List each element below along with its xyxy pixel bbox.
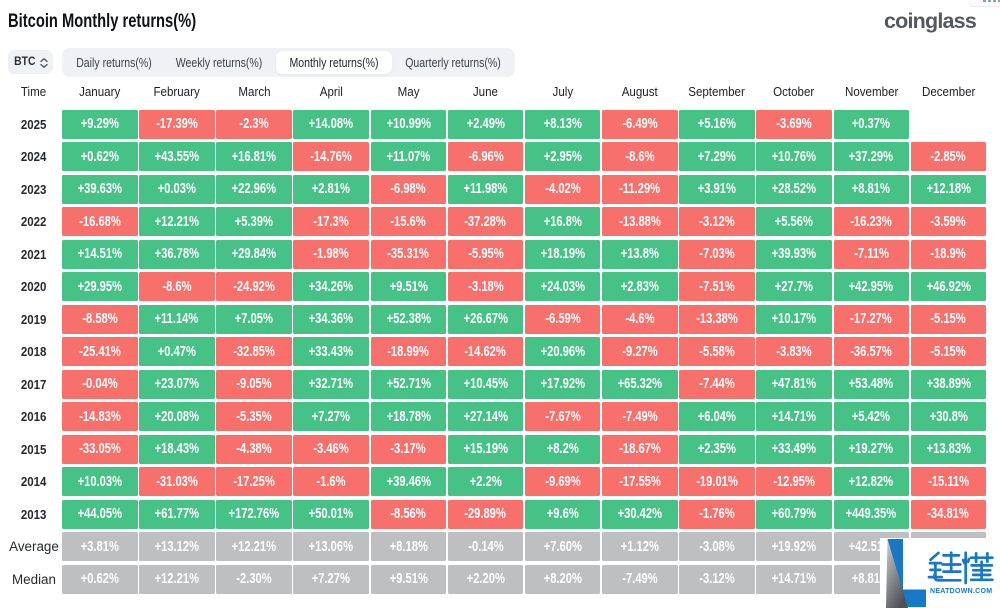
svg-text:NEATDOWN.COM: NEATDOWN.COM [930, 588, 992, 595]
